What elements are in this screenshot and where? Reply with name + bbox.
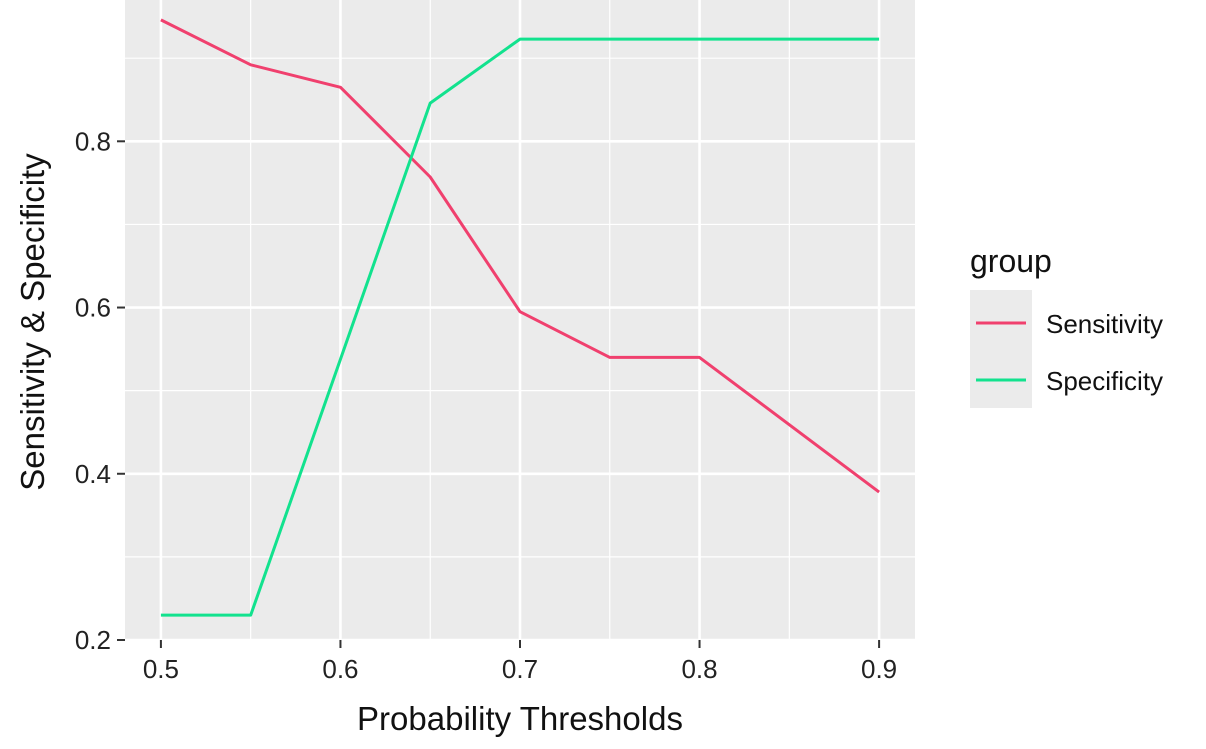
series-line-sensitivity — [160, 18, 880, 494]
x-tick-label: 0.9 — [861, 654, 897, 684]
y-tick-label: 0.8 — [75, 126, 111, 156]
y-axis: 0.2 0.4 0.6 0.8 — [75, 126, 125, 655]
legend-label-specificity: Specificity — [1046, 366, 1163, 396]
y-tick-label: 0.6 — [75, 293, 111, 323]
legend-label-sensitivity: Sensitivity — [1046, 309, 1163, 339]
legend-title: group — [970, 243, 1052, 279]
series-lines — [160, 18, 880, 617]
x-tick-label: 0.8 — [681, 654, 717, 684]
y-tick-label: 0.2 — [75, 625, 111, 655]
series-line-specificity — [160, 37, 880, 617]
x-tick-label: 0.7 — [502, 654, 538, 684]
x-axis: 0.5 0.6 0.7 0.8 0.9 — [143, 640, 897, 684]
x-tick-label: 0.6 — [322, 654, 358, 684]
y-axis-title: Sensitivity & Specificity — [14, 153, 51, 491]
legend: group Sensitivity Specificity — [970, 243, 1163, 408]
x-axis-title: Probability Thresholds — [357, 700, 683, 737]
legend-key-background — [970, 290, 1032, 408]
x-tick-label: 0.5 — [143, 654, 179, 684]
y-tick-label: 0.4 — [75, 459, 111, 489]
